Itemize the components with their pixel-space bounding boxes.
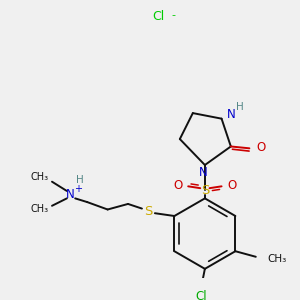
Text: H: H <box>236 102 244 112</box>
Text: H: H <box>76 175 84 185</box>
Text: +: + <box>74 184 82 194</box>
Text: S: S <box>201 184 209 196</box>
Text: O: O <box>227 179 236 192</box>
Text: CH₃: CH₃ <box>268 254 287 264</box>
Text: Cl: Cl <box>152 10 165 23</box>
Text: N: N <box>226 108 235 122</box>
Text: -: - <box>171 10 176 20</box>
Text: Cl: Cl <box>195 290 207 300</box>
Text: N: N <box>199 166 207 179</box>
Text: S: S <box>144 205 153 218</box>
Text: O: O <box>173 179 183 192</box>
Text: CH₃: CH₃ <box>30 204 48 214</box>
Text: O: O <box>257 141 266 154</box>
Text: CH₃: CH₃ <box>30 172 48 182</box>
Text: N: N <box>66 188 75 201</box>
